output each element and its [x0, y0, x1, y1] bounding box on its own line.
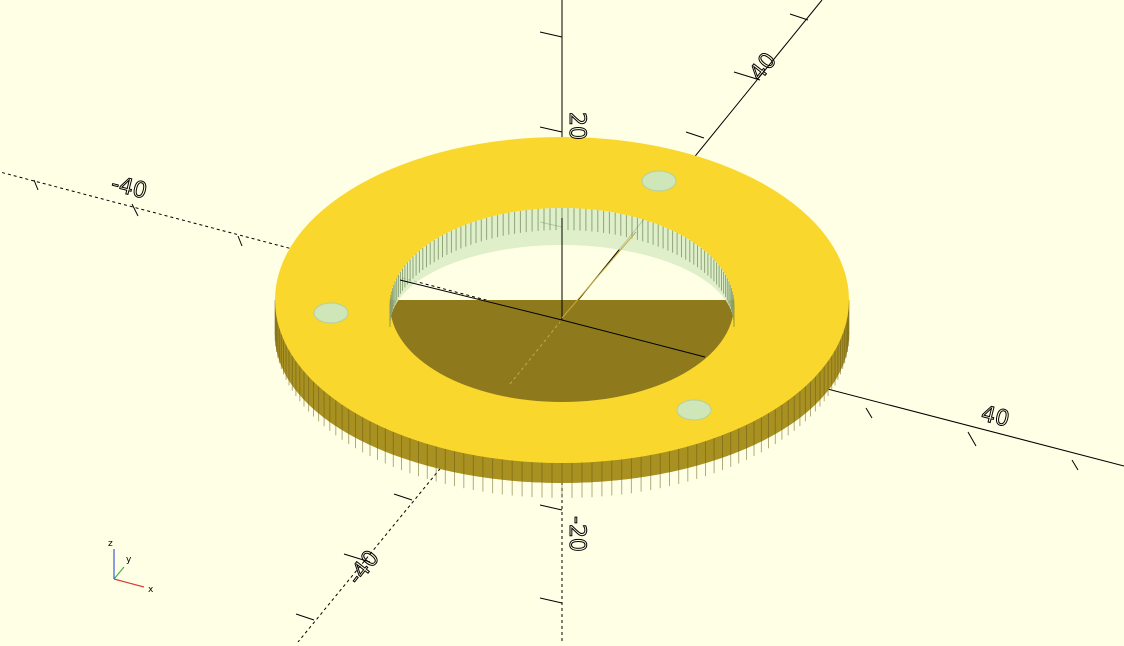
indicator-y-line [113, 566, 125, 580]
inner-wall-ridges [389, 208, 735, 327]
indicator-z-label: z [108, 539, 113, 549]
mounting-hole-1 [641, 170, 677, 192]
y-ticks [295, 13, 809, 621]
x-ticks [33, 179, 1079, 471]
x-pos-label: 40 [979, 402, 1012, 433]
ring-wall-ridges [274, 300, 850, 498]
indicator-x-label: x [148, 585, 154, 595]
x-axis-negative [0, 171, 563, 321]
y-pos-label: 40 [745, 48, 782, 85]
y-neg-label: -40 [343, 546, 385, 590]
ring-top-face [275, 137, 849, 463]
z-pos-label: 20 [564, 112, 589, 140]
x-neg-label: -40 [109, 172, 150, 205]
axes-indicator: x y z [108, 539, 154, 595]
z-neg-label: -20 [564, 516, 589, 552]
mounting-hole-3 [676, 399, 712, 421]
ring-model[interactable] [274, 137, 850, 498]
axes-through-bore [399, 218, 706, 385]
indicator-y-label: y [126, 555, 132, 565]
indicator-x-line [113, 578, 145, 588]
mounting-hole-2 [313, 302, 349, 324]
